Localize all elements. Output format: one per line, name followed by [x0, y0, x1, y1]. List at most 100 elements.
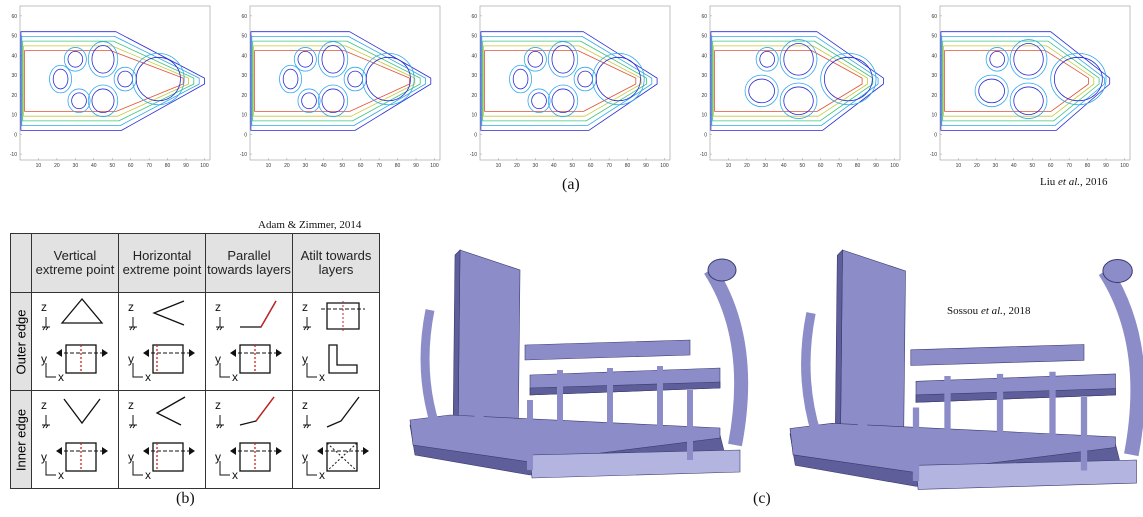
- citation-year: , 2016: [1080, 176, 1108, 188]
- axis-letter: x: [58, 468, 64, 482]
- x-tick-label: 20: [54, 163, 60, 169]
- x-tick-label: 60: [818, 163, 824, 169]
- hole-contour: [548, 42, 578, 78]
- citation-author: Liu: [1040, 176, 1055, 188]
- axis-letter: x: [319, 468, 325, 482]
- hole-contour: [88, 42, 118, 78]
- strut: [806, 313, 817, 434]
- page: 1020304050607080901006050403020100-10102…: [0, 0, 1143, 517]
- y-tick-label: -10: [930, 152, 937, 158]
- hole-contour: [596, 57, 640, 100]
- cell-diagram: zyx: [119, 293, 205, 387]
- y-tick-label: 0: [934, 132, 937, 138]
- y-tick-label: 10: [931, 113, 937, 119]
- y-tick-label: 40: [471, 53, 477, 59]
- y-tick-label: 50: [11, 34, 17, 40]
- contour-line: [714, 46, 868, 116]
- axis-letter: z: [302, 300, 308, 314]
- panel-label: (a): [562, 176, 580, 194]
- y-tick-label: 30: [701, 73, 707, 79]
- y-tick-label: 0: [704, 132, 707, 138]
- x-tick-label: 10: [496, 163, 502, 169]
- ground-axis: [129, 415, 137, 428]
- x-tick-label: 80: [625, 163, 631, 169]
- x-tick-label: 60: [128, 163, 134, 169]
- base-rail: [530, 450, 740, 478]
- citation-year: , 2018: [1003, 305, 1031, 317]
- y-tick-label: -10: [10, 152, 17, 158]
- x-tick-label: 30: [533, 163, 539, 169]
- edge-shape: [327, 397, 359, 427]
- x-tick-label: 40: [551, 163, 557, 169]
- x-tick-label: 100: [890, 163, 899, 169]
- contour-line: [22, 36, 199, 125]
- axis-letter: x: [58, 370, 64, 384]
- contour-line: [943, 41, 1099, 121]
- y-tick-label: 20: [241, 93, 247, 99]
- x-tick-label: 10: [266, 163, 272, 169]
- seat-bar: [911, 345, 1084, 366]
- hole-contour: [975, 75, 1008, 107]
- hole-contour: [1054, 57, 1102, 100]
- hole-contour: [548, 85, 578, 117]
- xy-axes: [307, 461, 317, 475]
- cell-diagram: zyx: [206, 293, 292, 387]
- hole-contour: [72, 93, 87, 109]
- cell-diagram: zyx: [206, 391, 292, 485]
- y-tick-label: 10: [11, 113, 17, 119]
- hole-contour: [1014, 44, 1044, 76]
- hole-contour: [348, 71, 363, 87]
- x-tick-label: 10: [726, 163, 732, 169]
- y-tick-label: 30: [471, 73, 477, 79]
- x-tick-label: 70: [146, 163, 152, 169]
- x-tick-label: 80: [165, 163, 171, 169]
- corner-cell: [11, 234, 32, 293]
- axis-letter: z: [128, 300, 134, 314]
- citation-author: Sossou: [947, 305, 978, 317]
- cell-diagram: zyx: [293, 391, 379, 485]
- axis-letter: z: [128, 398, 134, 412]
- contour-line: [251, 32, 431, 131]
- x-tick-label: 80: [855, 163, 861, 169]
- x-tick-label: 50: [799, 163, 805, 169]
- y-tick-label: 0: [244, 132, 247, 138]
- y-tick-label: 60: [11, 14, 17, 20]
- diagram-cell: zyx: [293, 391, 380, 489]
- y-tick-label: 20: [931, 93, 937, 99]
- plot-frame: [710, 6, 900, 160]
- citation: Liu et al., 2016: [1040, 176, 1108, 188]
- hole-contour: [760, 51, 775, 67]
- contour-line: [944, 46, 1094, 116]
- hole-contour: [528, 51, 543, 67]
- hole-contour: [578, 71, 593, 87]
- x-tick-label: 10: [956, 163, 962, 169]
- x-tick-label: 100: [1120, 163, 1129, 169]
- x-tick-label: 70: [376, 163, 382, 169]
- hole-contour: [298, 51, 313, 67]
- x-tick-label: 100: [430, 163, 439, 169]
- y-tick-label: 40: [931, 53, 937, 59]
- column-header: Horizontal extreme point: [119, 234, 206, 293]
- x-tick-label: 100: [200, 163, 209, 169]
- y-tick-label: 30: [11, 73, 17, 79]
- x-tick-label: 90: [413, 163, 419, 169]
- edge-shape: [62, 299, 102, 323]
- hole-contour: [990, 51, 1005, 67]
- edge-highlight: [261, 301, 276, 327]
- hole-contour: [366, 57, 410, 100]
- axis-letter: x: [145, 370, 151, 384]
- y-tick-label: 10: [471, 113, 477, 119]
- contour-line: [25, 51, 184, 112]
- edge-shape: [240, 301, 276, 327]
- x-tick-label: 80: [1085, 163, 1091, 169]
- ground-axis: [216, 415, 224, 428]
- y-tick-label: -10: [470, 152, 477, 158]
- x-tick-label: 10: [36, 163, 42, 169]
- x-tick-label: 60: [1048, 163, 1054, 169]
- x-tick-label: 70: [836, 163, 842, 169]
- x-tick-label: 40: [781, 163, 787, 169]
- edge-shape: [329, 345, 357, 373]
- x-tick-label: 40: [1011, 163, 1017, 169]
- axis-letter: x: [232, 468, 238, 482]
- edge-shape: [64, 399, 100, 423]
